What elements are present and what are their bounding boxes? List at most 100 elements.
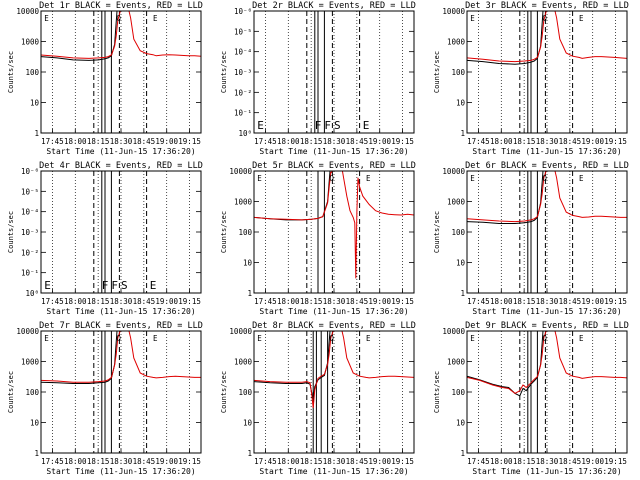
y-tick-label: 10⁻²	[21, 248, 39, 257]
series-lld	[41, 11, 201, 59]
start-marker: E	[44, 14, 49, 23]
peak-marker: O	[542, 334, 547, 343]
x-tick-label: 18:00	[277, 457, 300, 466]
y-tick-label: 10000	[229, 327, 252, 336]
y-axis-label: Counts/sec	[7, 51, 15, 93]
plot-frame	[253, 170, 415, 294]
plot-frame	[466, 10, 628, 134]
x-tick-label: 18:30	[323, 297, 346, 306]
x-tick-label: 19:00	[368, 137, 391, 146]
marker-letter: F	[102, 279, 109, 292]
y-tick-label: 100	[451, 68, 465, 77]
y-tick-label: 1	[247, 449, 252, 458]
end-marker: E	[579, 14, 584, 23]
marker-letter: E	[363, 119, 370, 132]
y-tick-label: 1	[460, 289, 465, 298]
y-tick-label: 10⁻⁵	[21, 187, 39, 196]
x-tick-label: 17:45	[467, 137, 490, 146]
y-tick-label: 10000	[442, 167, 465, 176]
y-tick-label: 10000	[229, 167, 252, 176]
x-tick-label: 19:15	[604, 457, 627, 466]
x-tick-label: 19:00	[581, 137, 604, 146]
x-tick-label: 18:15	[300, 137, 323, 146]
y-tick-label: 100	[451, 388, 465, 397]
y-tick-label: 10⁻¹	[21, 269, 39, 278]
series-lld	[254, 171, 414, 279]
x-tick-label: 19:00	[155, 137, 178, 146]
x-tick-label: 18:15	[87, 457, 110, 466]
y-axis-label: Counts/sec	[433, 211, 441, 253]
x-tick-label: 18:45	[559, 297, 582, 306]
x-axis-label: Start Time (11-Jun-15 17:36:20)	[46, 307, 195, 316]
x-tick-label: 17:45	[467, 297, 490, 306]
y-tick-label: 10⁻¹	[234, 109, 252, 118]
peak-marker: O	[116, 334, 121, 343]
series-events	[254, 331, 331, 399]
y-tick-label: 10⁻³	[21, 228, 39, 237]
x-tick-label: 18:15	[87, 137, 110, 146]
y-tick-label: 10	[30, 99, 40, 108]
series-lld	[467, 331, 627, 394]
x-axis-label: Start Time (11-Jun-15 17:36:20)	[259, 147, 408, 156]
y-tick-label: 1000	[234, 198, 253, 207]
x-tick-label: 18:00	[277, 137, 300, 146]
x-tick-label: 18:30	[536, 457, 559, 466]
x-tick-label: 19:15	[178, 297, 201, 306]
y-tick-label: 100	[451, 228, 465, 237]
y-axis-label: Counts/sec	[7, 371, 15, 413]
y-tick-label: 10	[30, 419, 40, 428]
marker-letter: S	[121, 279, 128, 292]
x-tick-label: 18:30	[110, 297, 133, 306]
plot-frame	[466, 330, 628, 454]
x-tick-label: 18:15	[513, 457, 536, 466]
x-tick-label: 18:45	[559, 457, 582, 466]
end-marker: E	[366, 174, 371, 183]
end-marker: E	[153, 334, 158, 343]
y-tick-label: 1	[460, 129, 465, 138]
x-tick-label: 18:15	[300, 297, 323, 306]
y-tick-label: 10⁻⁴	[234, 48, 252, 57]
marker-letter: F	[111, 279, 118, 292]
y-axis-label: Counts/sec	[220, 371, 228, 413]
y-tick-label: 10⁻²	[234, 88, 252, 97]
peak-marker: O	[116, 14, 121, 23]
x-tick-label: 18:45	[559, 137, 582, 146]
y-tick-label: 1000	[447, 198, 466, 207]
x-tick-label: 18:30	[536, 297, 559, 306]
series-lld	[467, 11, 627, 63]
x-axis-label: Start Time (11-Jun-15 17:36:20)	[259, 467, 408, 476]
x-tick-label: 17:45	[254, 457, 277, 466]
x-tick-label: 18:45	[133, 297, 156, 306]
plot-frame	[466, 170, 628, 294]
series-lld	[467, 171, 627, 223]
y-tick-label: 100	[25, 388, 39, 397]
x-tick-label: 18:30	[323, 457, 346, 466]
y-axis-label: Counts/sec	[7, 211, 15, 253]
y-tick-label: 1	[34, 129, 39, 138]
x-tick-label: 18:00	[64, 297, 87, 306]
marker-letter: S	[334, 119, 341, 132]
y-axis-label: Counts/sec	[433, 371, 441, 413]
y-tick-label: 10000	[16, 327, 39, 336]
marker-letter: E	[44, 279, 51, 292]
peak-marker: O	[542, 174, 547, 183]
panel-title: Det 2r BLACK = Events, RED = LLD	[252, 1, 416, 11]
x-axis-label: Start Time (11-Jun-15 17:36:20)	[472, 147, 621, 156]
y-tick-label: 1000	[234, 358, 253, 367]
series-lld	[254, 331, 414, 408]
y-tick-label: 100	[238, 228, 252, 237]
x-tick-label: 19:00	[368, 297, 391, 306]
x-tick-label: 18:30	[110, 137, 133, 146]
y-tick-label: 1	[34, 449, 39, 458]
y-tick-label: 10⁻³	[234, 68, 252, 77]
y-tick-label: 10⁻⁶	[21, 167, 39, 176]
panel-title: Det 6r BLACK = Events, RED = LLD	[465, 161, 629, 171]
y-tick-label: 10	[243, 419, 253, 428]
x-tick-label: 18:45	[133, 137, 156, 146]
y-tick-label: 1000	[21, 358, 40, 367]
x-tick-label: 19:15	[178, 137, 201, 146]
end-marker: E	[579, 174, 584, 183]
